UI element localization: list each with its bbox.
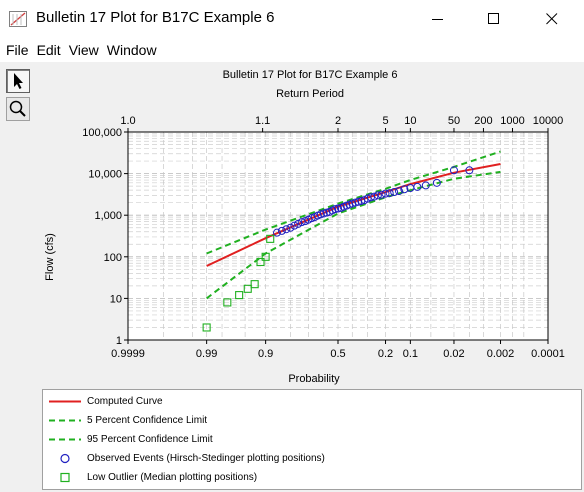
x-tick-label: 0.02 [443,348,464,360]
top-tick-label: 2 [335,115,341,127]
low-outlier-point [250,280,259,289]
y-tick-label: 10 [110,293,122,305]
observed-event-point [297,218,306,227]
low-outlier-point [235,291,244,300]
low-outlier-point [261,252,270,261]
legend-item-low-outlier: Low Outlier (Median plotting positions) [43,468,581,487]
y-tick-label: 1 [116,335,122,347]
low-outlier-point [223,298,232,307]
observed-event-point [334,204,342,213]
x-tick-label: 0.0001 [531,348,565,360]
legend-label: Computed Curve [87,396,163,407]
menu-file[interactable]: File [6,42,29,58]
legend-label: Observed Events (Hirsch-Stedinger plotti… [87,453,325,464]
x-axis-label: Probability [288,373,340,385]
top-tick-label: 1000 [500,115,524,127]
menu-window[interactable]: Window [106,42,157,58]
observed-event-point [282,225,291,234]
observed-event-point [381,189,390,198]
x-tick-label: 0.002 [487,348,515,360]
observed-event-point [286,223,295,232]
frequency-chart[interactable]: Bulletin 17 Plot for B17C Example 6 Retu… [36,62,584,387]
top-tick-label: 1.1 [255,115,270,127]
legend-item-95-percent: 95 Percent Confidence Limit [43,430,581,449]
close-button[interactable] [524,0,580,38]
observed-event-point [377,190,386,199]
legend-label: 5 Percent Confidence Limit [87,415,208,426]
menu-edit[interactable]: Edit [36,42,61,58]
observed-event-point [331,205,340,214]
legend-item-5-percent: 5 Percent Confidence Limit [43,411,581,430]
y-tick-label: 100,000 [82,127,122,139]
top-tick-label: 10000 [533,115,564,127]
low-outlier-point [243,284,252,293]
legend-label: 95 Percent Confidence Limit [87,434,213,445]
legend-swatch-dashed [49,419,81,422]
legend-swatch-line [49,400,81,403]
x-tick-label: 0.2 [378,348,393,360]
low-outlier-point [266,234,275,243]
observed-event-point [370,192,379,201]
tool-palette [0,62,36,492]
legend-item-computed-curve: Computed Curve [43,392,581,411]
minimize-icon [432,19,443,20]
grid-lines [127,131,549,341]
maximize-button[interactable] [466,0,522,38]
top-tick-label: 50 [448,115,460,127]
legend-swatch-circle [60,453,70,464]
observed-event-point [432,178,441,187]
x-tick-label: 0.9 [258,348,273,360]
observed-event-point [354,197,363,206]
low-outlier-point [202,323,211,332]
x-tick-label: 0.99 [196,348,217,360]
minimize-button[interactable] [410,0,466,38]
observed-event-point [385,189,394,198]
top-axis-label: Return Period [276,88,344,100]
menu-view[interactable]: View [68,42,99,58]
legend-label: Low Outlier (Median plotting positions) [87,472,258,483]
top-tick-label: 10 [404,115,416,127]
observed-event-point [390,188,399,197]
y-tick-label: 1,000 [94,210,122,222]
close-icon [546,13,558,25]
observed-event-point [400,185,409,194]
maximize-icon [488,13,499,24]
observed-event-point [421,181,430,190]
axes: 1 10 100 1,000 10,000 100,000 0.9999 0.99 0.9 0.5… [82,115,565,360]
chart-app-icon [9,11,27,27]
legend-swatch-square [60,472,70,483]
legend-swatch-dashed [49,438,81,441]
y-tick-label: 10,000 [88,169,122,181]
x-tick-label: 0.5 [330,348,345,360]
zoom-tool-button[interactable] [6,97,30,121]
select-tool-button[interactable] [6,69,30,93]
series-layer [202,150,501,332]
zoom-magnifier-icon [9,100,26,117]
top-tick-label: 5 [382,115,388,127]
x-tick-label: 0.1 [403,348,418,360]
observed-event-point [290,221,299,230]
observed-event-point [272,228,281,237]
y-tick-label: 100 [104,252,122,264]
y-axis-label: Flow (cfs) [44,233,56,281]
observed-event-point [395,187,404,196]
observed-event-point [449,166,458,175]
title-bar: Bulletin 17 Plot for B17C Example 6 [0,0,584,38]
select-arrow-icon [14,73,23,89]
observed-event-point [277,226,286,235]
observed-event-point [465,166,474,175]
top-tick-label: 200 [474,115,492,127]
legend: Computed Curve 5 Percent Confidence Limi… [42,389,582,490]
observed-event-point [413,182,422,191]
menu-bar: File Edit View Window [0,38,584,62]
low-outlier-point [256,257,265,267]
observed-event-point [373,191,382,200]
x-tick-label: 0.9999 [111,348,145,360]
top-tick-label: 1.0 [120,115,135,127]
chart-title: Bulletin 17 Plot for B17C Example 6 [223,69,398,81]
series-line [206,163,501,267]
legend-item-observed-events: Observed Events (Hirsch-Stedinger plotti… [43,449,581,468]
window-title: Bulletin 17 Plot for B17C Example 6 [36,9,275,26]
